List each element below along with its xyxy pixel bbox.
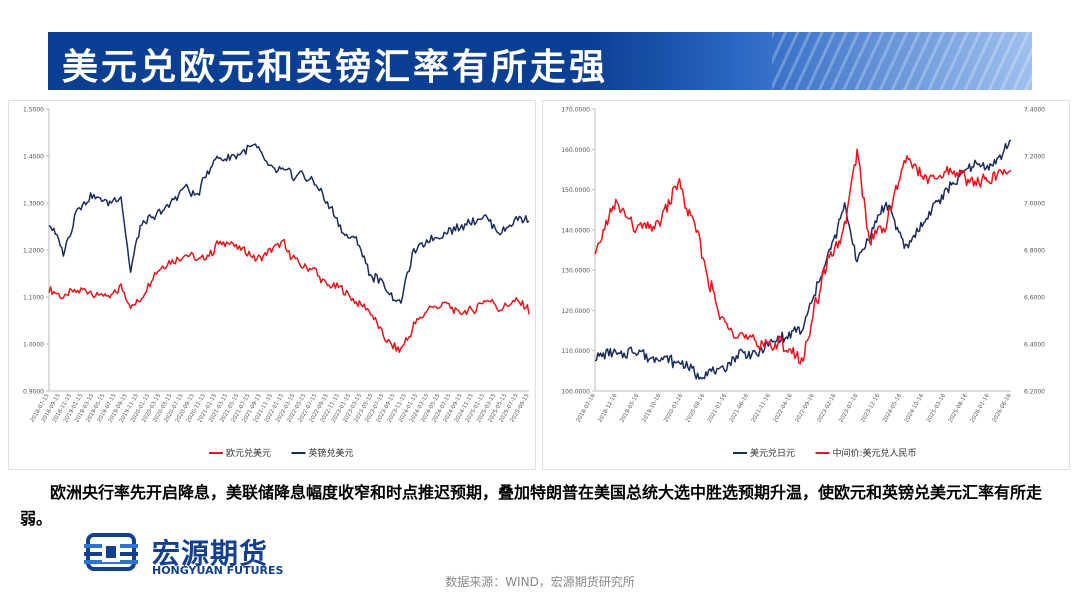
page-title: 美元兑欧元和英镑汇率有所走强 bbox=[62, 46, 609, 88]
series-line-0 bbox=[48, 238, 530, 354]
y-tick-label: 1.1000 bbox=[23, 295, 44, 302]
title-banner: 美元兑欧元和英镑汇率有所走强 bbox=[48, 32, 1032, 90]
y-right-tick-label: 6.8000 bbox=[1024, 248, 1045, 255]
y-tick-label: 160.0000 bbox=[561, 147, 590, 154]
y-tick-label: 1.5000 bbox=[23, 107, 44, 114]
y-right-tick-label: 7.4000 bbox=[1024, 107, 1045, 114]
x-tick-label: 2023-12-16 bbox=[860, 393, 881, 424]
y-tick-label: 110.0000 bbox=[561, 348, 590, 355]
company-logo: 宏源期货 HONGYUAN FUTURES bbox=[82, 532, 312, 578]
series-line-0 bbox=[594, 139, 1012, 380]
data-source: 数据来源：WIND，宏源期货研究所 bbox=[445, 575, 635, 589]
chart-eur-gbp-usd: 0.9000 1.0000 1.1000 1.2000 1.3000 1.4000 1.50… bbox=[8, 100, 536, 470]
chart-right-svg: 100.0000 110.0000 120.0000 130.0000 140.0000… bbox=[561, 107, 1045, 460]
x-tick-label: 2023-07-16 bbox=[838, 393, 859, 424]
series-line-1 bbox=[48, 143, 530, 304]
y-tick-label: 140.0000 bbox=[561, 227, 590, 234]
x-tick-label: 2026-01-16 bbox=[970, 393, 991, 424]
x-tick-label: 2025-03-16 bbox=[926, 393, 947, 424]
commentary-text: 欧洲央行率先开启降息，美联储降息幅度收窄和时点推迟预期，叠加特朗普在美国总统大选… bbox=[20, 483, 1043, 528]
y-tick-label: 130.0000 bbox=[561, 268, 590, 275]
legend-label-0: 欧元兑美元 bbox=[226, 447, 271, 459]
logo-english-name: HONGYUAN FUTURES bbox=[152, 564, 284, 577]
x-tick-label: 2019-05-16 bbox=[619, 393, 640, 424]
y-right-tick-label: 7.0000 bbox=[1024, 201, 1045, 208]
x-tick-label: 2024-05-16 bbox=[882, 393, 903, 424]
y-right-tick-label: 7.2000 bbox=[1024, 154, 1045, 161]
x-tick-label: 2022-09-16 bbox=[794, 393, 815, 424]
x-tick-label: 2024-10-16 bbox=[904, 393, 925, 424]
y-tick-label: 100.0000 bbox=[561, 389, 590, 396]
legend-label-1: 中间价:美元兑人民币 bbox=[833, 447, 917, 459]
x-tick-label: 2021-11-16 bbox=[751, 393, 772, 424]
x-tick-label: 2026-06-16 bbox=[992, 393, 1013, 424]
y-tick-label: 170.0000 bbox=[561, 107, 590, 114]
x-tick-label: 2018-12-16 bbox=[597, 393, 618, 424]
x-tick-label: 2020-08-16 bbox=[685, 393, 706, 424]
hongyuan-logo-icon bbox=[84, 533, 138, 571]
chart-jpy-cny-usd: 100.0000 110.0000 120.0000 130.0000 140.0000… bbox=[542, 100, 1070, 470]
x-tick-label: 2021-01-16 bbox=[707, 393, 728, 424]
y-tick-label: 1.0000 bbox=[23, 342, 44, 349]
y-right-tick-label: 6.2000 bbox=[1024, 389, 1045, 396]
y-tick-label: 120.0000 bbox=[561, 308, 590, 315]
y-tick-label: 1.3000 bbox=[23, 201, 44, 208]
x-tick-label: 2019-10-16 bbox=[641, 393, 662, 424]
chart-left-svg: 0.9000 1.0000 1.1000 1.2000 1.3000 1.4000 1.50… bbox=[23, 107, 531, 460]
x-tick-label: 2018-07-16 bbox=[576, 393, 597, 424]
x-tick-label: 2021-06-16 bbox=[729, 393, 750, 424]
x-tick-label: 2025-08-16 bbox=[948, 393, 969, 424]
logo-chinese-name: 宏源期货 bbox=[152, 537, 269, 570]
y-right-tick-label: 6.4000 bbox=[1024, 342, 1045, 349]
x-tick-label: 2023-02-16 bbox=[816, 393, 837, 424]
series-line-1 bbox=[594, 148, 1012, 365]
x-tick-label: 2022-04-16 bbox=[773, 393, 794, 424]
x-tick-label: 2020-03-16 bbox=[663, 393, 684, 424]
y-tick-label: 1.4000 bbox=[23, 154, 44, 161]
y-tick-label: 150.0000 bbox=[561, 187, 590, 194]
y-right-tick-label: 6.6000 bbox=[1024, 295, 1045, 302]
legend-label-0: 美元兑日元 bbox=[750, 447, 795, 459]
y-tick-label: 1.2000 bbox=[23, 248, 44, 255]
y-tick-label: 0.9000 bbox=[23, 389, 44, 396]
legend-label-1: 英镑兑美元 bbox=[309, 447, 354, 459]
